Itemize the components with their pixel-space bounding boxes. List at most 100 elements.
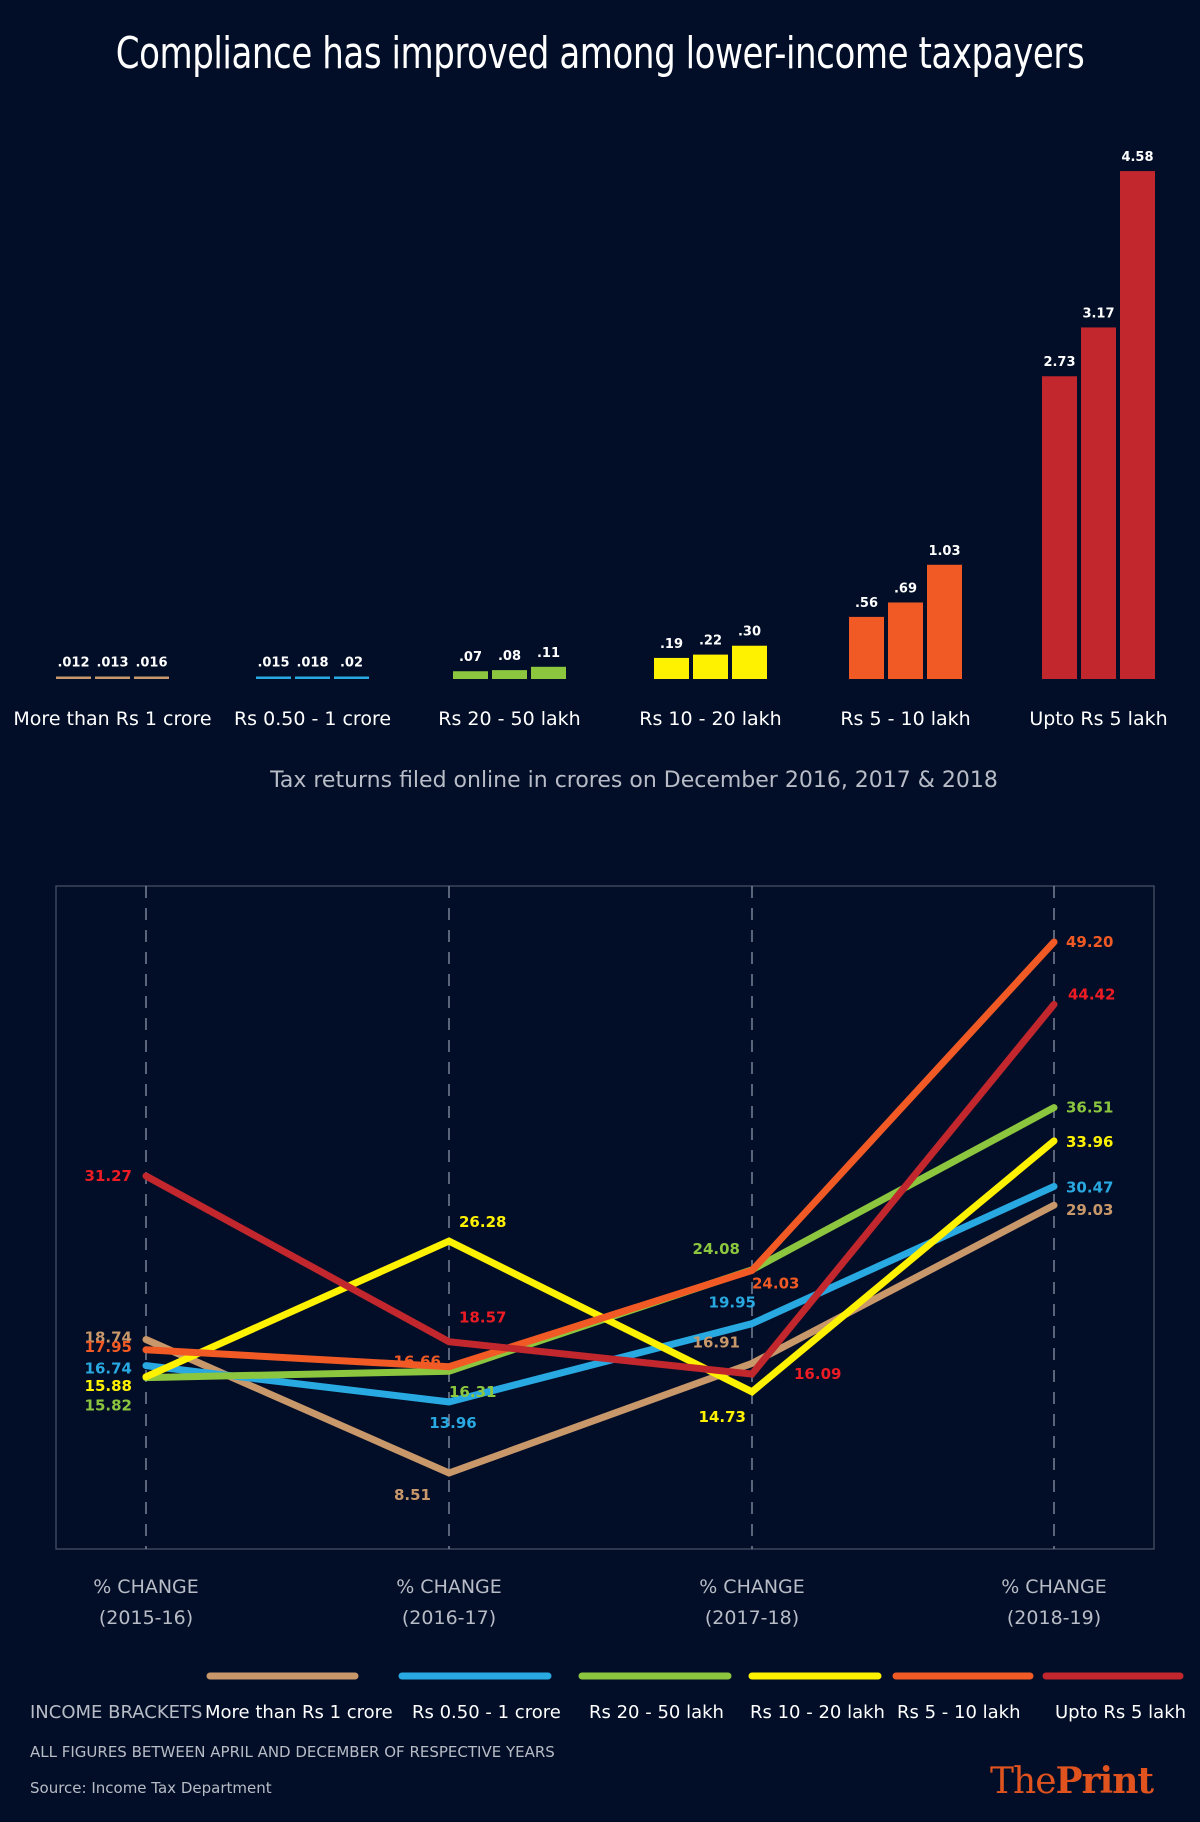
- bar-group: .19 .22 .30 Rs 10 - 20 lakh: [639, 625, 781, 730]
- data-point-label: 13.96: [429, 1414, 476, 1432]
- x-tick-label: (2018-19): [1007, 1607, 1101, 1629]
- logo-the: The: [990, 1761, 1057, 1802]
- data-point-label: 36.51: [1066, 1099, 1113, 1117]
- bar-group: .56 .69 1.03 Rs 5 - 10 lakh: [840, 544, 970, 730]
- data-point-label: 18.57: [459, 1309, 506, 1327]
- bar: [453, 671, 488, 679]
- bar-value-label: .11: [537, 646, 560, 661]
- data-point-label: 15.88: [85, 1377, 132, 1395]
- bar: [1042, 376, 1077, 679]
- source-note: Source: Income Tax Department: [30, 1779, 272, 1797]
- bar: [134, 676, 169, 679]
- bar-value-label: .30: [738, 625, 761, 640]
- data-point-label: 30.47: [1066, 1178, 1113, 1196]
- legend-label: Rs 0.50 - 1 crore: [412, 1702, 561, 1723]
- bar-value-label: .018: [296, 656, 328, 671]
- x-tick-label: % CHANGE: [396, 1576, 502, 1598]
- series-line: [142, 1000, 1058, 1378]
- bar: [927, 564, 962, 679]
- legend-item: More than Rs 1 crore: [205, 1672, 393, 1723]
- data-point-label: 29.03: [1066, 1201, 1113, 1219]
- bar-value-label: .69: [894, 581, 917, 596]
- data-point-label: 14.73: [699, 1408, 746, 1426]
- series-line: [142, 1201, 1058, 1477]
- bar-value-label: 4.58: [1121, 150, 1153, 165]
- series-line: [142, 938, 1058, 1371]
- bar-group: .015 .018 .02 Rs 0.50 - 1 crore: [234, 656, 391, 731]
- bar: [1120, 171, 1155, 679]
- bar-value-label: 3.17: [1082, 306, 1114, 321]
- legend-item: Rs 5 - 10 lakh: [892, 1672, 1034, 1723]
- category-label: Upto Rs 5 lakh: [1029, 708, 1167, 730]
- bar: [295, 676, 330, 679]
- bar-value-label: .19: [660, 637, 683, 652]
- bar: [334, 676, 369, 679]
- data-point-label: 16.74: [85, 1360, 132, 1378]
- x-tick-label: % CHANGE: [1001, 1576, 1107, 1598]
- line-chart: % CHANGE (2015-16) % CHANGE (2016-17) % CHAN…: [55, 885, 1155, 1629]
- bar: [654, 657, 689, 679]
- bar: [492, 670, 527, 679]
- data-point-label: 33.96: [1066, 1133, 1113, 1151]
- bar: [531, 666, 566, 679]
- bar-value-label: 1.03: [928, 544, 960, 559]
- bar-value-label: .07: [459, 650, 482, 665]
- x-tick-label: (2015-16): [99, 1607, 193, 1629]
- legend-title: INCOME BRACKETS: [30, 1702, 202, 1723]
- x-tick-label: % CHANGE: [93, 1576, 199, 1598]
- x-tick-label: (2017-18): [705, 1607, 799, 1629]
- bar-value-label: .013: [96, 656, 128, 671]
- bar-group: .012 .013 .016 More than Rs 1 crore: [13, 656, 211, 731]
- data-point-label: 19.95: [709, 1294, 756, 1312]
- series-line: [142, 1182, 1058, 1406]
- bar-chart-subtitle: Tax returns filed online in crores on De…: [269, 768, 998, 793]
- data-point-label: 16.66: [394, 1353, 441, 1371]
- bar: [1081, 327, 1116, 679]
- category-label: Rs 0.50 - 1 crore: [234, 708, 391, 730]
- chart-title: Compliance has improved among lower-inco…: [115, 28, 1085, 79]
- data-point-label: 26.28: [459, 1213, 506, 1231]
- bar-value-label: .08: [498, 649, 521, 664]
- bar-value-label: .015: [257, 656, 289, 671]
- bar-value-label: .012: [57, 656, 89, 671]
- data-point-label: 16.91: [693, 1333, 740, 1351]
- bar-value-label: .02: [340, 656, 363, 671]
- bar-value-label: 2.73: [1043, 355, 1075, 370]
- bar: [95, 676, 130, 679]
- bar: [56, 676, 91, 679]
- plot-frame: [55, 885, 1155, 1550]
- data-point-label: 24.08: [693, 1240, 740, 1258]
- legend-label: Rs 5 - 10 lakh: [897, 1702, 1021, 1723]
- bar-value-label: .22: [699, 634, 722, 649]
- legend-label: More than Rs 1 crore: [205, 1702, 393, 1723]
- x-tick-label: (2016-17): [402, 1607, 496, 1629]
- logo-print: Print: [1055, 1760, 1155, 1802]
- legend: INCOME BRACKETS More than Rs 1 crore Rs 0…: [30, 1672, 1186, 1723]
- category-label: Rs 5 - 10 lakh: [840, 708, 970, 730]
- data-point-label: 49.20: [1066, 933, 1113, 951]
- legend-item: Rs 20 - 50 lakh: [578, 1672, 732, 1723]
- legend-label: Rs 20 - 50 lakh: [589, 1702, 724, 1723]
- data-point-label: 24.03: [752, 1274, 799, 1292]
- legend-label: Upto Rs 5 lakh: [1055, 1702, 1186, 1723]
- data-point-label: 15.82: [85, 1397, 132, 1415]
- bar-group: .07 .08 .11 Rs 20 - 50 lakh: [438, 646, 580, 730]
- data-point-label: 31.27: [85, 1167, 132, 1185]
- legend-item: Upto Rs 5 lakh: [1042, 1672, 1186, 1723]
- bar-value-label: .56: [855, 596, 878, 611]
- data-point-label: 44.42: [1068, 985, 1115, 1003]
- x-tick-label: % CHANGE: [699, 1576, 805, 1598]
- category-label: Rs 20 - 50 lakh: [438, 708, 580, 730]
- legend-item: Rs 10 - 20 lakh: [748, 1672, 885, 1723]
- legend-item: Rs 0.50 - 1 crore: [398, 1672, 561, 1723]
- data-point-label: 16.09: [794, 1365, 841, 1383]
- data-point-label: 18.74: [85, 1329, 132, 1347]
- bar-group: 2.73 3.17 4.58 Upto Rs 5 lakh: [1029, 150, 1167, 730]
- data-point-label: 8.51: [394, 1486, 431, 1504]
- bar: [732, 645, 767, 679]
- bar: [256, 676, 291, 679]
- category-label: More than Rs 1 crore: [13, 708, 211, 730]
- theprint-logo: ThePrint: [990, 1760, 1155, 1802]
- bar: [849, 616, 884, 679]
